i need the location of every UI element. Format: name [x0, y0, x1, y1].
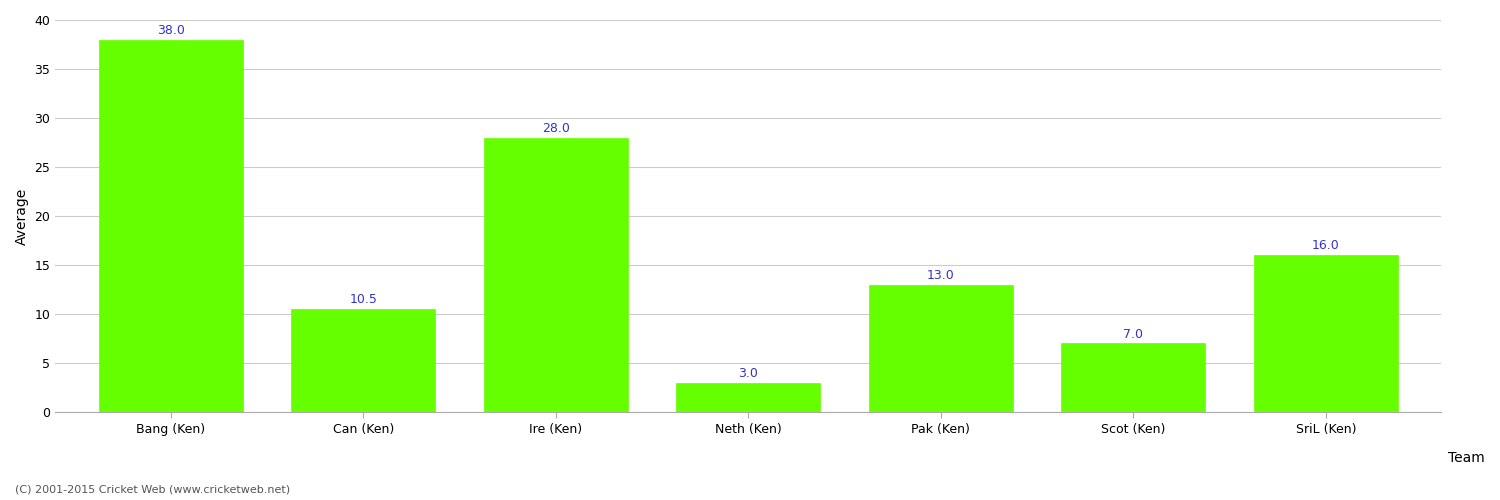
Text: 16.0: 16.0 [1312, 240, 1340, 252]
Text: 7.0: 7.0 [1124, 328, 1143, 340]
Bar [868, 284, 1012, 412]
Bar [99, 40, 243, 412]
Bar [1254, 256, 1398, 412]
Text: 38.0: 38.0 [158, 24, 184, 36]
Text: (C) 2001-2015 Cricket Web (www.cricketweb.net): (C) 2001-2015 Cricket Web (www.cricketwe… [15, 485, 290, 495]
Bar [1060, 344, 1206, 412]
Bar [676, 382, 820, 412]
Text: 10.5: 10.5 [350, 293, 376, 306]
Bar [291, 309, 435, 412]
Bar [483, 138, 628, 412]
Text: 28.0: 28.0 [542, 122, 570, 134]
Text: 3.0: 3.0 [738, 367, 758, 380]
Y-axis label: Average: Average [15, 188, 28, 244]
Text: Team: Team [1448, 451, 1485, 465]
Text: 13.0: 13.0 [927, 268, 954, 281]
